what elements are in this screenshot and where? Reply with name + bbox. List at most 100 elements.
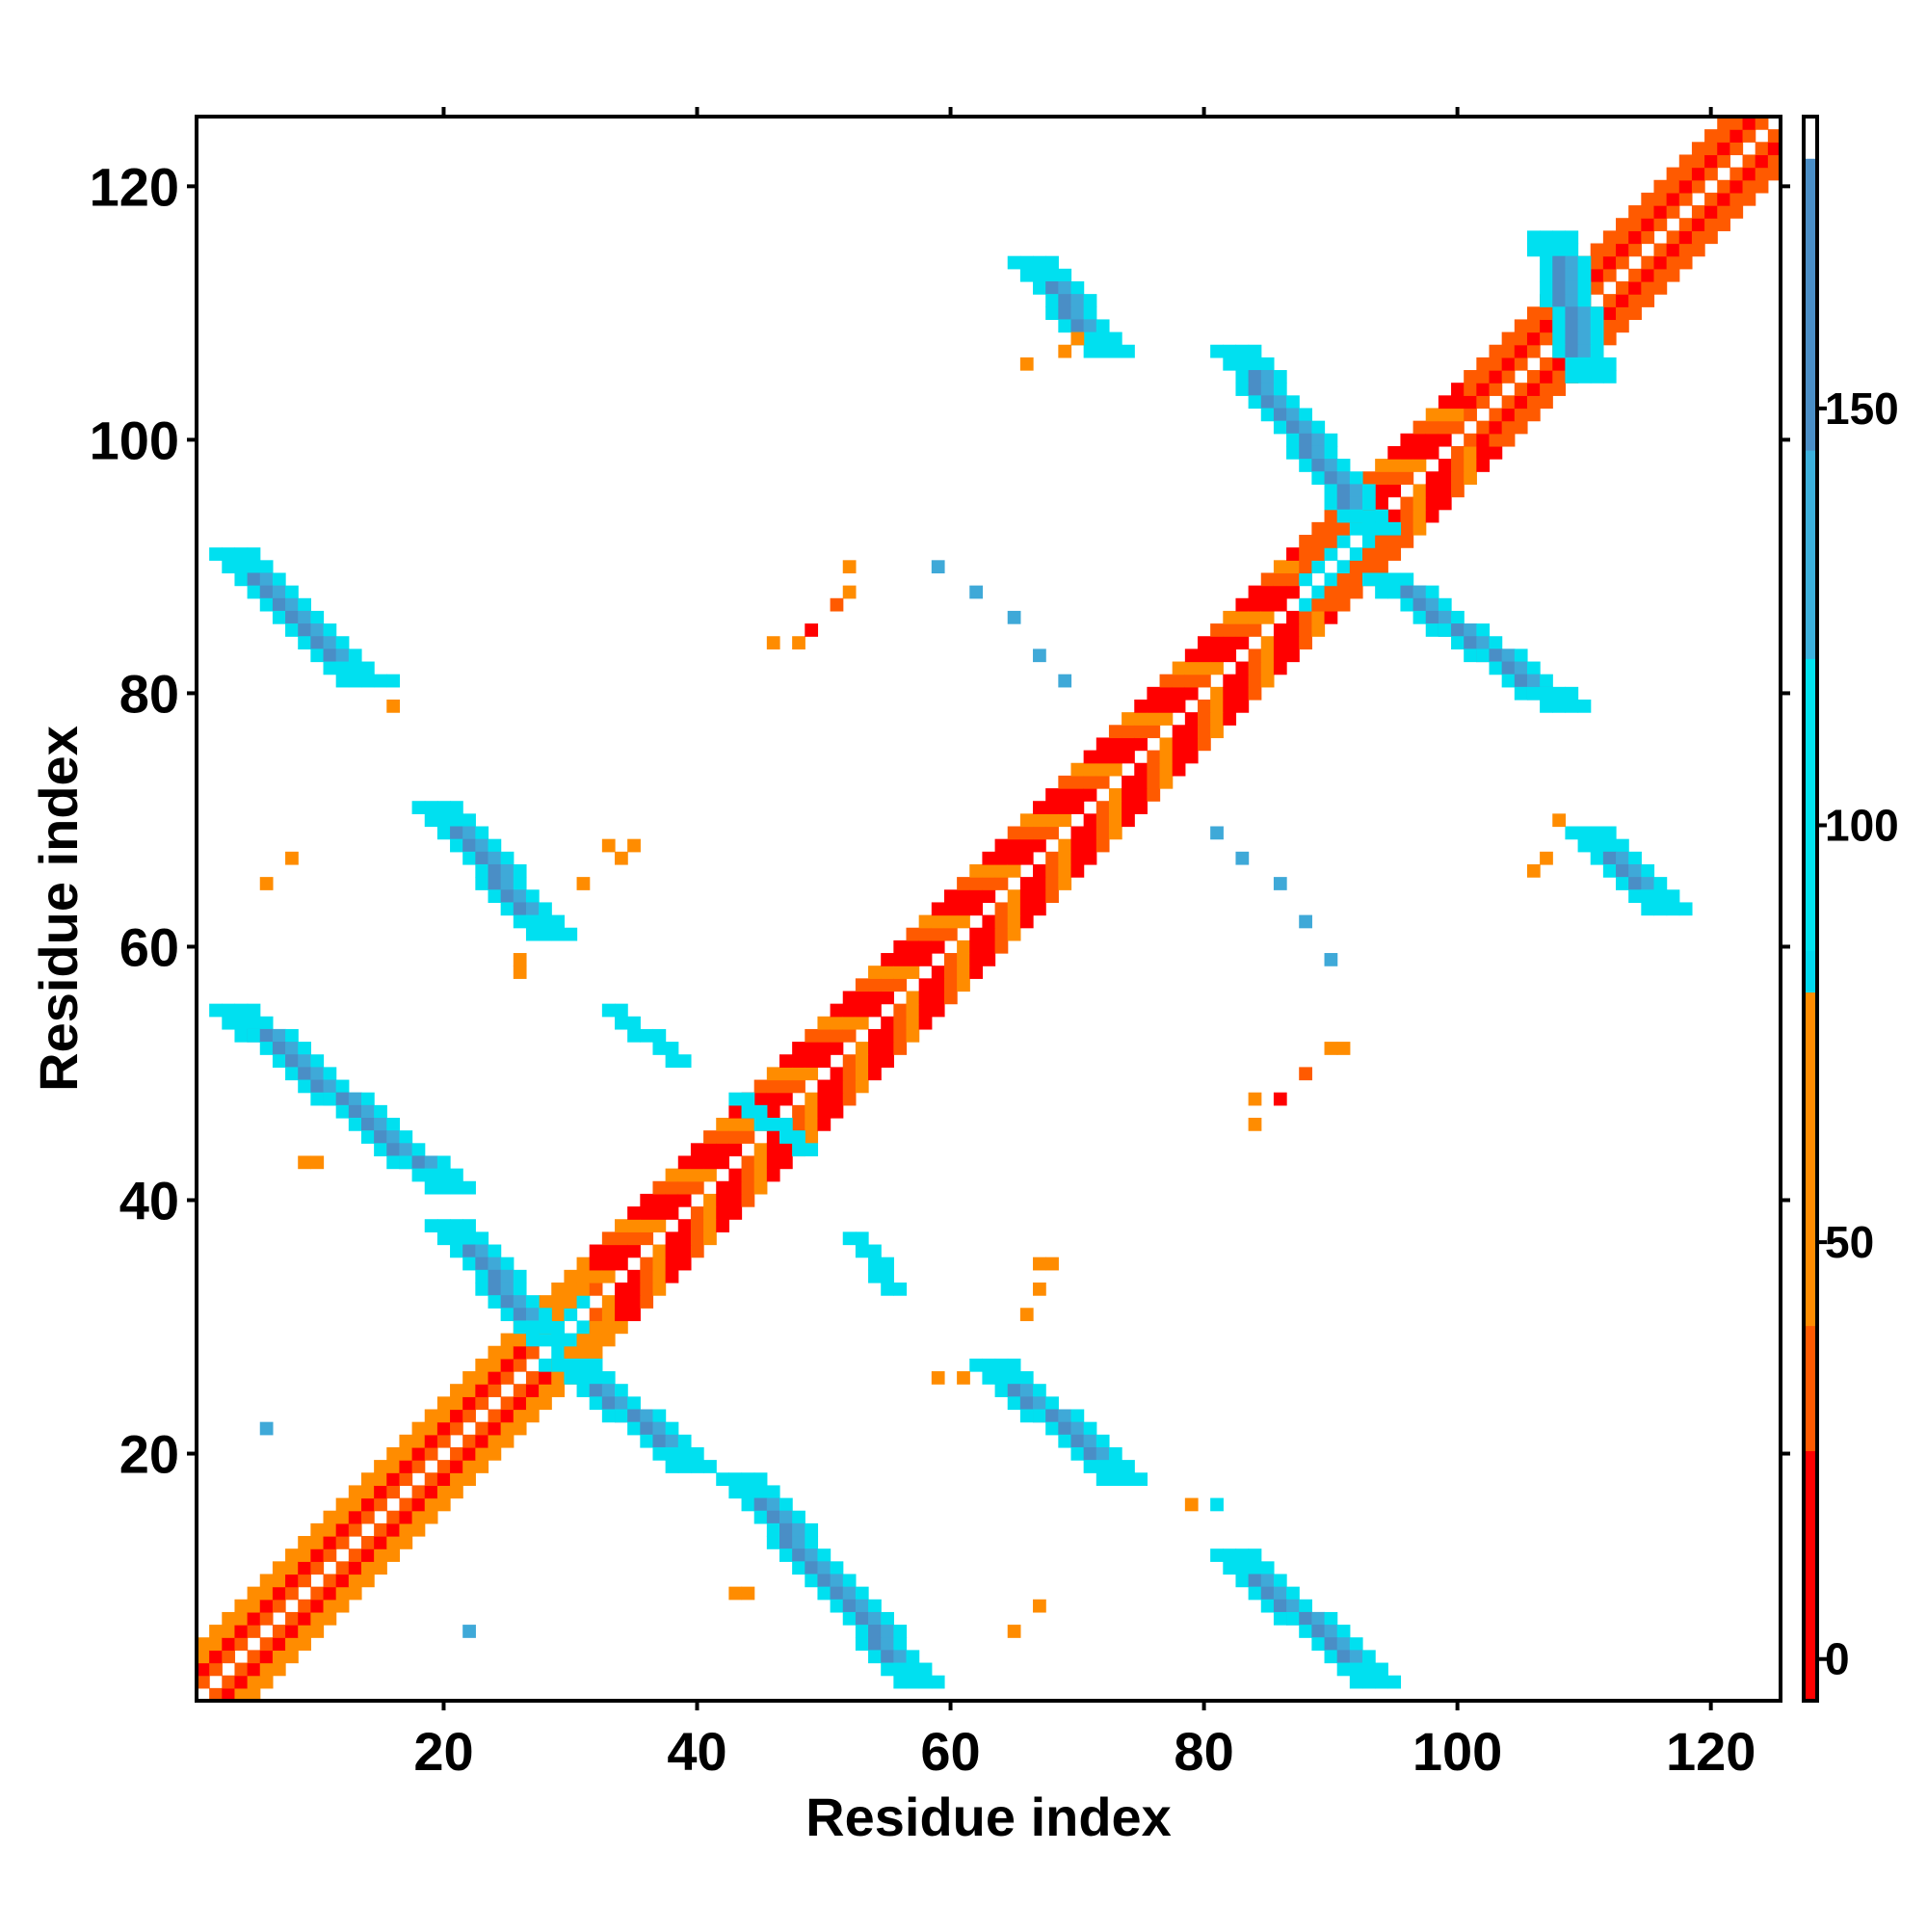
heatmap-cell: [1058, 344, 1072, 358]
heatmap-cell: [259, 1662, 274, 1677]
heatmap-cell: [881, 1028, 894, 1043]
heatmap-cell: [868, 1637, 882, 1651]
heatmap-cell: [1590, 370, 1604, 384]
heatmap-cell: [1248, 661, 1262, 675]
heatmap-cell: [1147, 725, 1161, 739]
heatmap-cell: [310, 1561, 325, 1575]
heatmap-cell: [247, 1599, 261, 1613]
heatmap-cell: [1134, 775, 1148, 789]
heatmap-cell: [1058, 851, 1072, 865]
heatmap-cell: [1095, 813, 1110, 828]
heatmap-cell: [1653, 902, 1668, 916]
heatmap-cell: [690, 1206, 704, 1220]
heatmap-cell: [982, 940, 996, 954]
heatmap-cell: [1033, 1599, 1046, 1613]
heatmap-cell: [1628, 243, 1642, 257]
heatmap-cell: [462, 1472, 476, 1487]
heatmap-cell: [690, 1460, 704, 1473]
heatmap-cell: [1235, 370, 1250, 384]
heatmap-cell: [209, 1662, 223, 1677]
heatmap-cell: [817, 1561, 832, 1575]
heatmap-cell: [525, 1384, 540, 1397]
heatmap-cell: [424, 1155, 438, 1170]
heatmap-cell: [399, 1472, 413, 1487]
heatmap-cell: [753, 1118, 768, 1131]
heatmap-cell: [1602, 826, 1617, 840]
heatmap-cell: [374, 1522, 387, 1537]
heatmap-cell: [450, 1384, 463, 1397]
heatmap-cell: [1273, 1092, 1287, 1106]
heatmap-cell: [1235, 597, 1250, 612]
heatmap-cell: [1565, 344, 1579, 358]
heatmap-cell: [488, 1282, 502, 1296]
heatmap-cell: [1704, 218, 1718, 231]
heatmap-cell: [1577, 699, 1592, 713]
heatmap-cell: [1033, 863, 1046, 878]
heatmap-cell: [1451, 610, 1465, 624]
heatmap-cell: [1425, 597, 1439, 612]
heatmap-cell: [272, 1599, 286, 1613]
heatmap-cell: [500, 1371, 515, 1385]
heatmap-cell: [1235, 1561, 1250, 1575]
heatmap-cell: [893, 1637, 908, 1651]
heatmap-cell: [513, 914, 527, 929]
heatmap-cell: [1198, 725, 1211, 739]
heatmap-cell: [1476, 433, 1491, 447]
colorbar-band: [1804, 992, 1817, 1327]
heatmap-cell: [1248, 1092, 1262, 1106]
heatmap-cell: [665, 1434, 679, 1448]
heatmap-cell: [665, 1206, 679, 1220]
heatmap-cell: [1095, 801, 1110, 814]
heatmap-cell: [640, 1409, 654, 1423]
heatmap-cell: [234, 1662, 249, 1677]
heatmap-cell: [386, 1522, 401, 1537]
heatmap-cell: [411, 1485, 426, 1499]
heatmap-cell: [1324, 1637, 1338, 1651]
heatmap-cell: [1147, 762, 1161, 777]
heatmap-cell: [310, 610, 325, 624]
heatmap-cell: [1678, 902, 1693, 916]
heatmap-cell: [1260, 1574, 1275, 1588]
heatmap-cell: [1641, 255, 1655, 270]
heatmap-cell: [1299, 636, 1312, 649]
heatmap-cell: [994, 863, 1009, 878]
heatmap-cell: [665, 1193, 679, 1207]
heatmap-cell: [1704, 129, 1718, 143]
heatmap-cell: [842, 560, 857, 574]
heatmap-cell: [475, 1269, 489, 1284]
heatmap-cell: [792, 1536, 805, 1549]
heatmap-cell: [589, 1345, 603, 1360]
heatmap-cell: [399, 1143, 413, 1157]
heatmap-cell: [209, 1003, 223, 1018]
heatmap-cell: [1412, 496, 1427, 511]
heatmap-cell: [576, 1320, 591, 1335]
heatmap-cell: [1590, 306, 1604, 321]
heatmap-cell: [855, 1054, 869, 1068]
heatmap-cell: [1058, 1434, 1072, 1448]
heatmap-cell: [1514, 331, 1528, 346]
heatmap-cell: [1616, 863, 1629, 878]
heatmap-cell: [1602, 294, 1617, 307]
heatmap-cell: [525, 927, 540, 941]
heatmap-cell: [1501, 408, 1516, 422]
heatmap-cell: [1058, 788, 1072, 802]
heatmap-cell: [525, 1409, 540, 1423]
heatmap-cell: [1729, 205, 1744, 219]
heatmap-cell: [1742, 192, 1756, 206]
heatmap-cell: [272, 1625, 286, 1638]
heatmap-cell: [360, 1485, 375, 1499]
heatmap-cell: [298, 1054, 311, 1068]
heatmap-cell: [627, 1206, 641, 1220]
colorbar-band: [1804, 1450, 1817, 1702]
heatmap-cell: [1540, 280, 1553, 295]
heatmap-cell: [830, 1599, 844, 1613]
heatmap-cell: [1286, 433, 1300, 447]
heatmap-cell: [1387, 1675, 1402, 1689]
heatmap-cell: [399, 1130, 413, 1144]
heatmap-cell: [298, 636, 311, 649]
heatmap-cell: [868, 1611, 882, 1626]
heatmap-cell: [589, 1244, 603, 1258]
heatmap-cell: [1311, 535, 1326, 548]
heatmap-cell: [576, 1282, 591, 1296]
heatmap-cell: [868, 1269, 882, 1284]
